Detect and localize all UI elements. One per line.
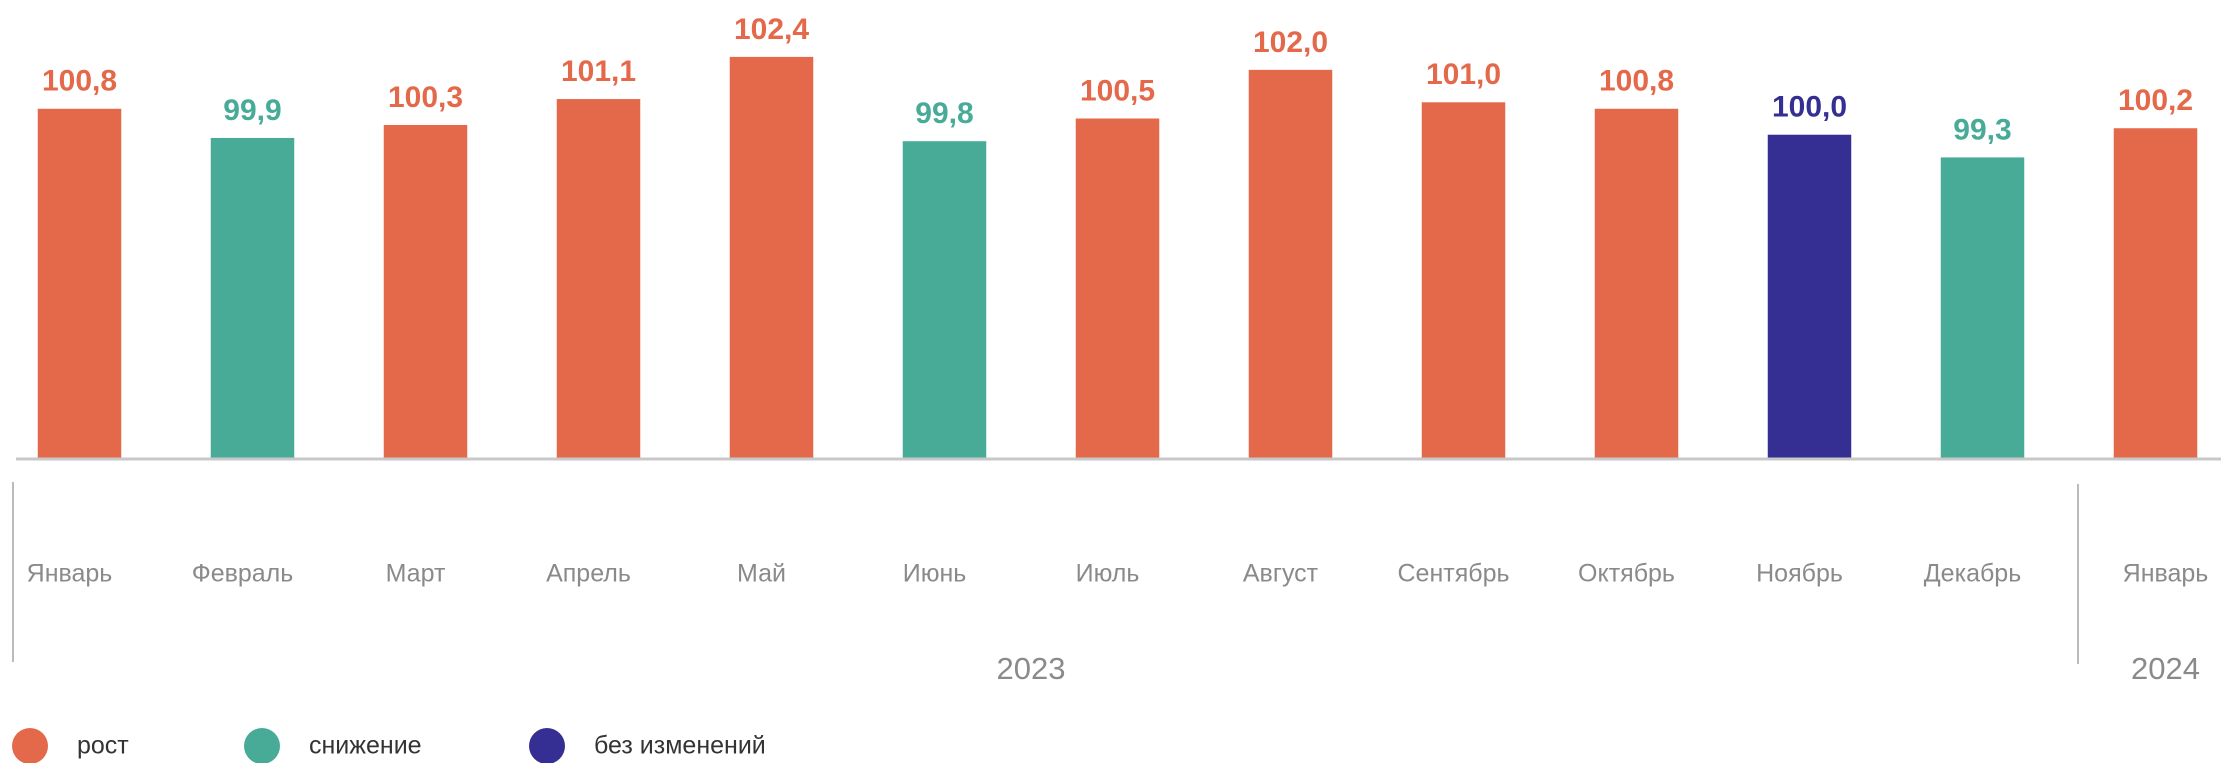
bar [1248,69,1333,459]
data-label: 99,8 [915,97,973,130]
x-tick-label: Июнь [903,560,967,588]
bar [1940,157,2025,459]
year-label: 2024 [2131,651,2200,686]
data-label: 102,0 [1253,26,1328,59]
x-tick-label: Август [1243,560,1319,588]
x-tick-label: Ноябрь [1756,560,1843,588]
x-tick-label: Апрель [546,560,631,588]
legend-marker [244,728,280,763]
x-tick-label: Июль [1076,560,1140,588]
x-tick-label: Декабрь [1924,560,2021,588]
bar [556,99,641,460]
data-label: 100,3 [388,81,463,114]
data-label: 99,3 [1953,113,2011,146]
data-label: 100,0 [1772,91,1847,124]
data-label: 101,1 [561,55,636,88]
legend-marker [12,728,48,763]
bar [729,56,814,460]
data-label: 102,4 [734,13,809,46]
x-tick-label: Май [737,560,786,588]
x-tick-label: Октябрь [1578,560,1675,588]
data-label: 99,9 [223,94,281,127]
data-label: 100,5 [1080,74,1155,107]
bar [383,124,468,459]
x-tick-label: Февраль [192,560,294,588]
bar [37,108,122,460]
bar [210,137,295,459]
legend-label: рост [77,732,129,760]
year-label: 2023 [997,651,1066,686]
data-label: 100,2 [2118,84,2193,117]
data-label: 100,8 [1599,65,1674,98]
data-label: 101,0 [1426,58,1501,91]
bar [902,141,987,459]
x-tick-label: Сентябрь [1398,560,1510,588]
bar [2113,128,2198,459]
legend-label: без изменений [594,732,766,760]
x-tick-label: Март [386,560,446,588]
data-label: 100,8 [42,65,117,98]
bar [1594,108,1679,460]
bar [1767,134,1852,459]
x-tick-label: Январь [27,560,113,588]
legend-marker [529,728,565,763]
bar [1075,118,1160,459]
legend-label: снижение [309,732,422,760]
x-tick-label: Январь [2123,560,2209,588]
bar [1421,102,1506,460]
